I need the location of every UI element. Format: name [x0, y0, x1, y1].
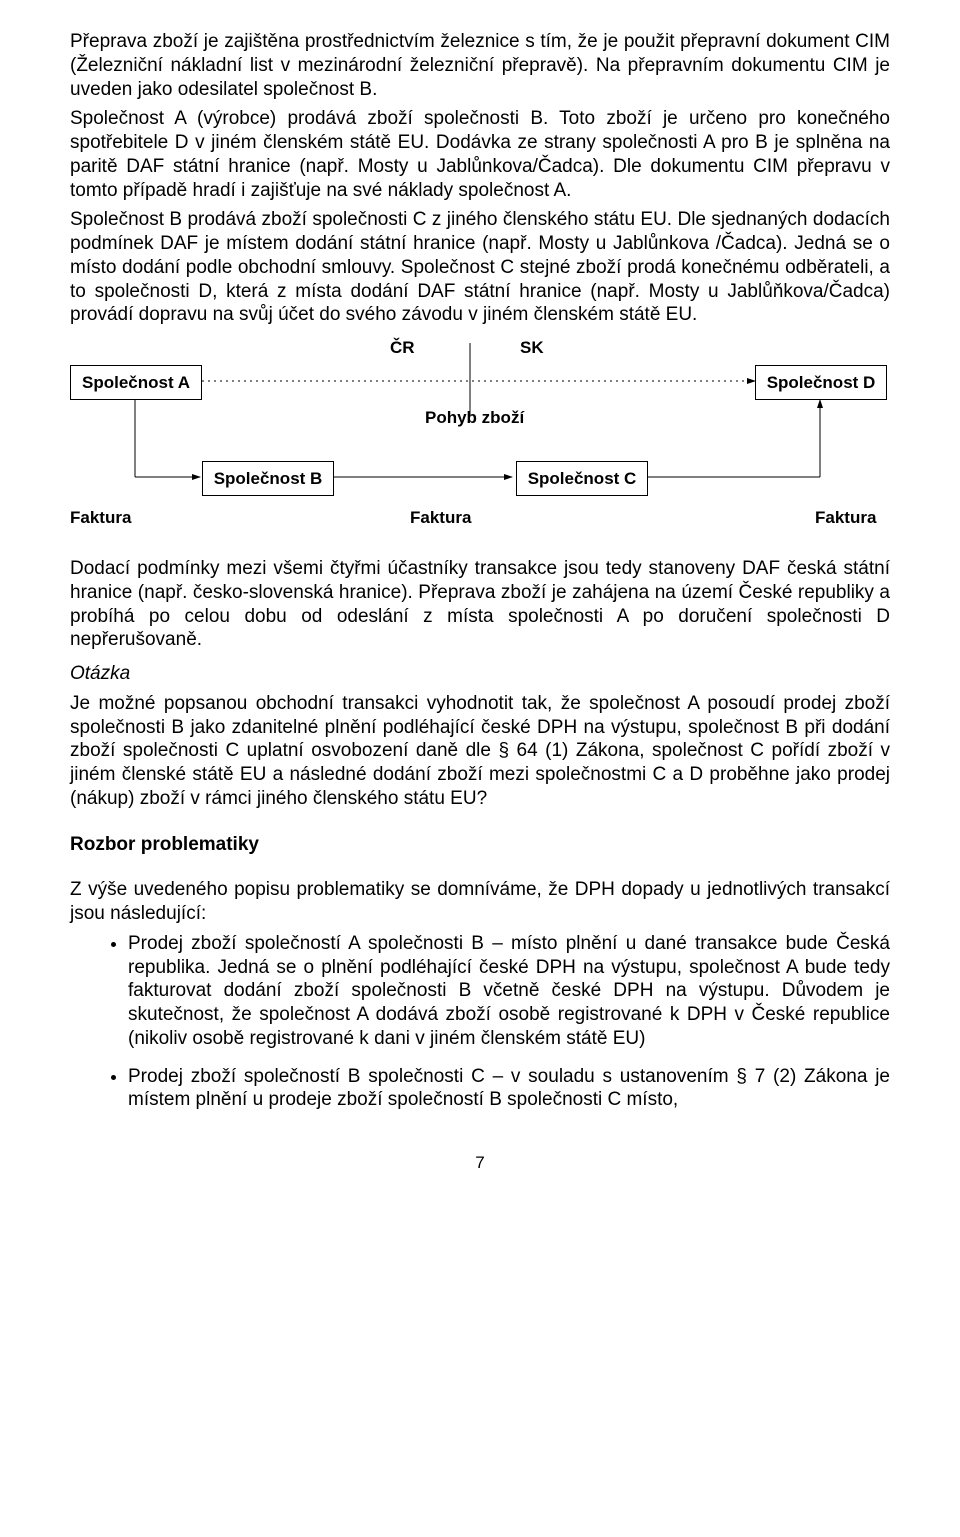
- box-company-d: Společnost D: [755, 365, 887, 400]
- paragraph-2: Společnost A (výrobce) prodává zboží spo…: [70, 107, 890, 202]
- paragraph-6: Z výše uvedeného popisu problematiky se …: [70, 878, 890, 926]
- question-label: Otázka: [70, 662, 890, 686]
- label-faktura-3: Faktura: [815, 507, 876, 528]
- paragraph-1: Přeprava zboží je zajištěna prostřednict…: [70, 30, 890, 101]
- label-pohyb-zbozi: Pohyb zboží: [425, 407, 524, 428]
- label-faktura-2: Faktura: [410, 507, 471, 528]
- rozbor-heading: Rozbor problematiky: [70, 833, 890, 857]
- label-sk: SK: [520, 337, 544, 358]
- bullet-list: Prodej zboží společností A společnosti B…: [70, 932, 890, 1112]
- box-company-a: Společnost A: [70, 365, 202, 400]
- label-faktura-1: Faktura: [70, 507, 131, 528]
- paragraph-4: Dodací podmínky mezi všemi čtyřmi účastn…: [70, 557, 890, 652]
- bullet-item-1: Prodej zboží společností A společnosti B…: [128, 932, 890, 1051]
- page-number: 7: [70, 1152, 890, 1173]
- paragraph-5: Je možné popsanou obchodní transakci vyh…: [70, 692, 890, 811]
- label-cr: ČR: [390, 337, 415, 358]
- paragraph-3: Společnost B prodává zboží společnosti C…: [70, 208, 890, 327]
- box-company-b: Společnost B: [202, 461, 334, 496]
- bullet-item-2: Prodej zboží společností B společnosti C…: [128, 1065, 890, 1113]
- transaction-diagram: ČR SK Společnost A Společnost D Pohyb zb…: [70, 337, 890, 547]
- box-company-c: Společnost C: [516, 461, 648, 496]
